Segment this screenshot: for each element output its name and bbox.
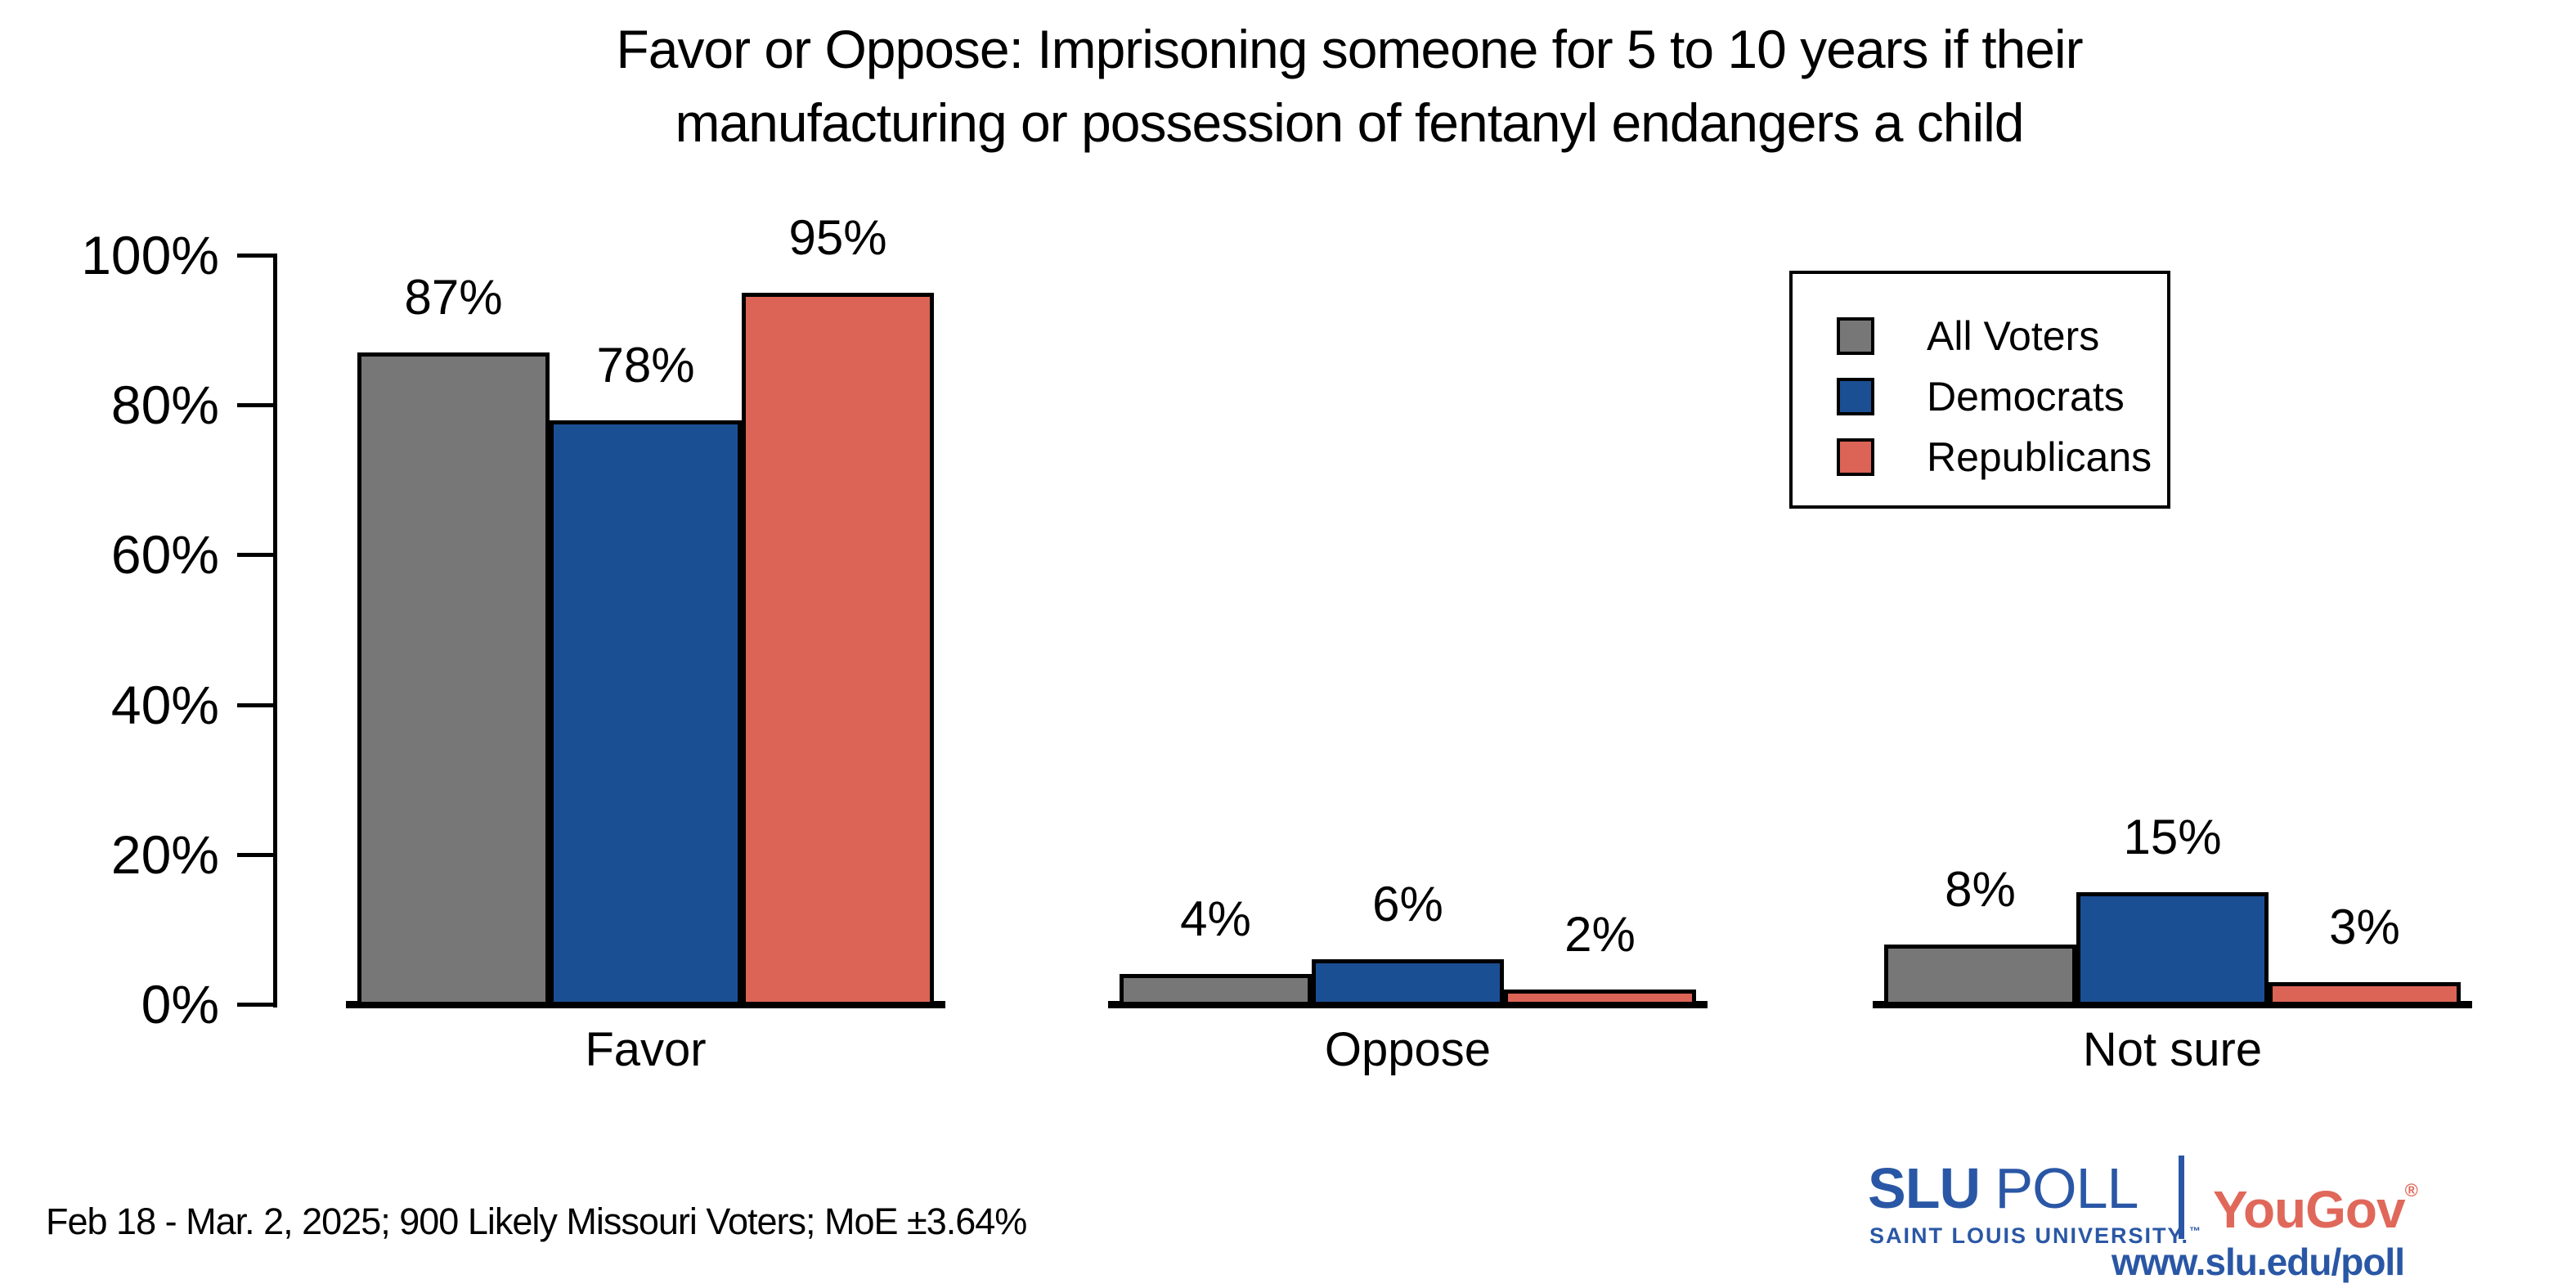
category-label-oppose: Oppose (1324, 1023, 1492, 1076)
slu-logo-subtitle: SAINT LOUIS UNIVERSITY.™ (1869, 1223, 2202, 1249)
bar-oppose-all-voters (1120, 974, 1312, 1006)
slu-logo-subtitle-text: SAINT LOUIS UNIVERSITY. (1869, 1223, 2190, 1248)
legend: All Voters Democrats Republicans (1789, 271, 2170, 509)
legend-swatch-republicans (1837, 438, 1874, 476)
bar-favor-democrats (550, 420, 742, 1006)
bar-not-sure-democrats (2076, 892, 2269, 1006)
chart-title-line1: Favor or Oppose: Imprisoning someone for… (616, 19, 2083, 79)
bar-not-sure-republicans (2269, 982, 2461, 1006)
slu-poll-logo-poll: POLL (1995, 1156, 2138, 1220)
bar-oppose-democrats (1312, 959, 1504, 1006)
bar-favor-all-voters (357, 352, 550, 1006)
trademark-symbol: ™ (2189, 1224, 2203, 1237)
y-tick-label-20: 20% (110, 824, 219, 885)
slu-poll-logo-slu: SLU (1868, 1156, 1981, 1220)
legend-label-republicans: Republicans (1927, 434, 2152, 480)
logo-divider (2179, 1156, 2184, 1239)
y-tick-label-0: 0% (141, 974, 219, 1034)
legend-label-all-voters: All Voters (1927, 313, 2100, 359)
y-tick-label-80: 80% (110, 375, 219, 435)
chart-title-line2: manufacturing or possession of fentanyl … (675, 92, 2024, 153)
value-label-oppose-all-voters: 4% (1180, 891, 1251, 946)
value-label-not-sure-all-voters: 8% (1945, 862, 2016, 917)
value-label-oppose-republicans: 2% (1564, 907, 1636, 962)
legend-swatch-all-voters (1837, 317, 1874, 355)
y-tick-label-40: 40% (110, 675, 219, 735)
legend-swatch-democrats (1837, 378, 1874, 415)
registered-symbol: ® (2404, 1180, 2418, 1200)
yougov-logo-text: YouGov (2213, 1180, 2406, 1239)
y-tick-0 (237, 1003, 275, 1007)
slu-poll-logo: SLU POLL (1868, 1160, 2138, 1217)
y-tick-80 (237, 403, 275, 407)
value-label-favor-all-voters: 87% (404, 270, 503, 325)
value-label-not-sure-democrats: 15% (2123, 810, 2222, 864)
y-tick-20 (237, 853, 275, 857)
bar-favor-republicans (742, 293, 934, 1006)
y-tick-60 (237, 553, 275, 557)
legend-label-democrats: Democrats (1927, 374, 2125, 420)
value-label-favor-republicans: 95% (788, 210, 887, 265)
value-label-favor-democrats: 78% (596, 338, 695, 393)
poll-url: www.slu.edu/poll (2112, 1241, 2405, 1283)
chart-title: Favor or Oppose: Imprisoning someone for… (82, 13, 2576, 160)
bar-oppose-republicans (1504, 990, 1696, 1006)
value-label-oppose-democrats: 6% (1372, 877, 1443, 931)
y-tick-label-60: 60% (110, 524, 219, 585)
y-tick-100 (237, 254, 275, 258)
category-label-favor: Favor (585, 1023, 707, 1076)
yougov-logo: YouGov® (2213, 1165, 2418, 1239)
y-tick-40 (237, 703, 275, 707)
value-label-not-sure-republicans: 3% (2329, 900, 2400, 954)
survey-note: Feb 18 - Mar. 2, 2025; 900 Likely Missou… (46, 1200, 1027, 1242)
category-label-not-sure: Not sure (2082, 1023, 2263, 1076)
y-axis-line (273, 254, 277, 1008)
y-tick-label-100: 100% (81, 225, 219, 285)
bar-not-sure-all-voters (1884, 945, 2076, 1006)
